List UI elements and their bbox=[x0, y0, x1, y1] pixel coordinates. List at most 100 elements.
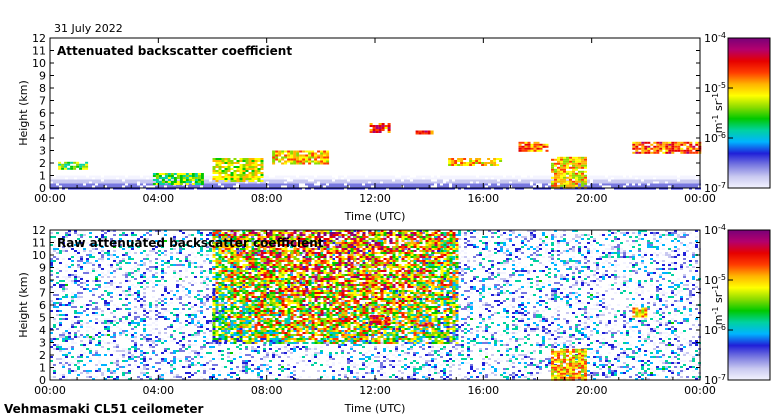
heatmap-cell bbox=[101, 364, 104, 366]
heatmap-cell bbox=[233, 166, 237, 168]
heatmap-cell bbox=[323, 332, 326, 334]
heatmap-cell bbox=[635, 141, 639, 144]
heatmap-cell bbox=[179, 185, 182, 188]
heatmap-cell bbox=[641, 175, 644, 178]
heatmap-cell bbox=[251, 176, 255, 178]
heatmap-cell bbox=[266, 332, 269, 334]
heatmap-cell bbox=[59, 318, 62, 320]
heatmap-cell bbox=[209, 278, 212, 280]
heatmap-cell bbox=[134, 346, 137, 348]
heatmap-cell bbox=[161, 232, 164, 234]
heatmap-cell bbox=[74, 326, 77, 328]
heatmap-cell bbox=[131, 236, 134, 238]
heatmap-cell bbox=[569, 162, 572, 165]
heatmap-cell bbox=[329, 302, 332, 304]
heatmap-cell bbox=[407, 175, 410, 178]
heatmap-cell bbox=[203, 181, 206, 184]
heatmap-cell bbox=[131, 268, 134, 270]
heatmap-cell bbox=[290, 158, 294, 161]
heatmap-cell bbox=[629, 177, 632, 180]
heatmap-cell bbox=[155, 181, 159, 183]
heatmap-cell bbox=[104, 232, 107, 234]
heatmap-cell bbox=[494, 185, 497, 188]
heatmap-cell bbox=[248, 180, 252, 182]
heatmap-cell bbox=[107, 320, 110, 322]
heatmap-cell bbox=[305, 324, 308, 326]
heatmap-cell bbox=[683, 141, 687, 144]
heatmap-cell bbox=[158, 374, 161, 376]
heatmap-cell bbox=[281, 175, 284, 178]
heatmap-cell bbox=[350, 308, 353, 310]
heatmap-cell bbox=[62, 332, 65, 334]
heatmap-cell bbox=[212, 166, 216, 168]
heatmap-cell bbox=[218, 178, 222, 180]
heatmap-cell bbox=[170, 258, 173, 260]
heatmap-cell bbox=[89, 372, 92, 374]
heatmap-cell bbox=[149, 177, 152, 180]
heatmap-cell bbox=[431, 181, 434, 184]
heatmap-cell bbox=[62, 318, 65, 320]
heatmap-cell bbox=[67, 163, 71, 166]
heatmap-cell bbox=[419, 181, 422, 184]
heatmap-cell bbox=[362, 175, 365, 178]
heatmap-cell bbox=[326, 156, 330, 159]
heatmap-cell bbox=[143, 334, 146, 336]
heatmap-cell bbox=[311, 356, 314, 358]
heatmap-cell bbox=[65, 175, 68, 178]
heatmap-cell bbox=[62, 350, 65, 352]
heatmap-cell bbox=[418, 132, 422, 135]
heatmap-cell bbox=[251, 356, 254, 358]
heatmap-cell bbox=[170, 290, 173, 292]
heatmap-cell bbox=[275, 290, 278, 292]
heatmap-cell bbox=[56, 177, 59, 180]
heatmap-cell bbox=[290, 376, 293, 378]
heatmap-cell bbox=[182, 238, 185, 240]
heatmap-cell bbox=[140, 344, 143, 346]
heatmap-cell bbox=[209, 296, 212, 298]
heatmap-cell bbox=[71, 320, 74, 322]
heatmap-cell bbox=[155, 258, 158, 260]
heatmap-cell bbox=[221, 366, 224, 368]
heatmap-cell bbox=[384, 125, 388, 127]
heatmap-cell bbox=[56, 234, 59, 236]
heatmap-cell bbox=[353, 175, 356, 178]
heatmap-cell bbox=[65, 348, 68, 350]
heatmap-cell bbox=[61, 165, 65, 168]
heatmap-cell bbox=[182, 296, 185, 298]
heatmap-cell bbox=[209, 262, 212, 264]
heatmap-cell bbox=[263, 284, 266, 286]
heatmap-cell bbox=[350, 324, 353, 326]
heatmap-cell bbox=[50, 252, 53, 254]
heatmap-cell bbox=[188, 366, 191, 368]
heatmap-cell bbox=[80, 183, 83, 186]
heatmap-cell bbox=[557, 156, 560, 159]
heatmap-cell bbox=[110, 336, 113, 338]
heatmap-cell bbox=[653, 185, 656, 188]
heatmap-cell bbox=[206, 370, 209, 372]
heatmap-cell bbox=[545, 177, 548, 180]
heatmap-cell bbox=[206, 185, 209, 188]
heatmap-cell bbox=[375, 129, 379, 131]
heatmap-cell bbox=[378, 131, 382, 133]
heatmap-cell bbox=[77, 276, 80, 278]
heatmap-cell bbox=[155, 318, 158, 320]
heatmap-cell bbox=[260, 376, 263, 378]
heatmap-cell bbox=[539, 145, 543, 148]
heatmap-cell bbox=[236, 180, 240, 182]
heatmap-cell bbox=[242, 284, 245, 286]
heatmap-cell bbox=[209, 298, 212, 300]
heatmap-cell bbox=[245, 372, 248, 374]
heatmap-cell bbox=[185, 324, 188, 326]
heatmap-cell bbox=[596, 181, 599, 184]
heatmap-cell bbox=[278, 183, 281, 186]
heatmap-cell bbox=[176, 286, 179, 288]
heatmap-cell bbox=[122, 254, 125, 256]
heatmap-cell bbox=[233, 180, 237, 182]
heatmap-cell bbox=[413, 183, 416, 186]
heatmap-cell bbox=[125, 364, 128, 366]
heatmap-cell bbox=[191, 344, 194, 346]
heatmap-cell bbox=[221, 176, 225, 178]
heatmap-cell bbox=[671, 181, 674, 184]
heatmap-cell bbox=[59, 358, 62, 360]
heatmap-cell bbox=[50, 260, 53, 262]
